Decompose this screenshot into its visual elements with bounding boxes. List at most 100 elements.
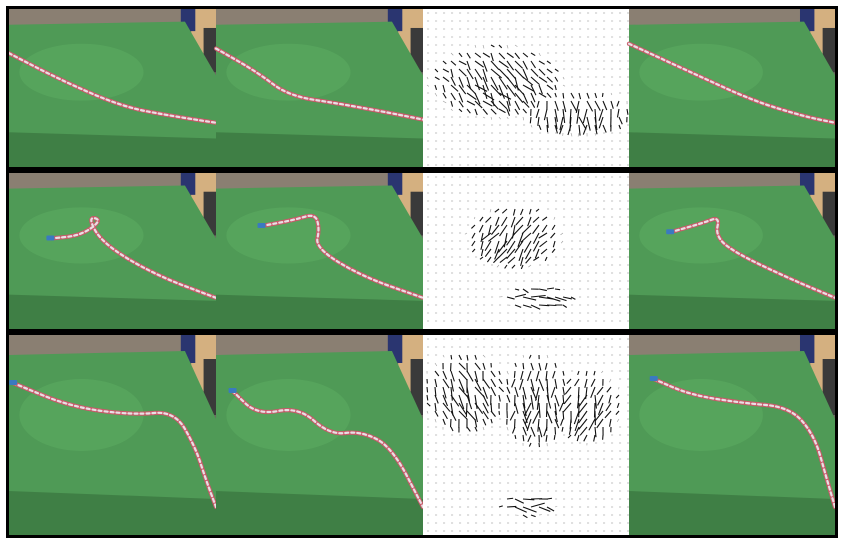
flow-vector — [534, 248, 540, 259]
flow-vector — [522, 362, 525, 370]
flow-vector — [490, 418, 493, 424]
rope-end-cap — [257, 223, 266, 229]
flow-vector — [482, 60, 488, 72]
flow-vector — [546, 68, 553, 74]
flow-vector — [530, 76, 540, 86]
flow-vector — [588, 418, 596, 431]
flow-vector — [554, 108, 559, 122]
rope-twist — [669, 217, 835, 299]
flow-vector — [578, 418, 588, 430]
table-front-shade — [216, 491, 423, 535]
flow-vector — [541, 216, 548, 221]
flow-vector — [486, 256, 492, 263]
flow-vector — [482, 116, 486, 119]
flow-vector — [506, 76, 517, 89]
flow-vector — [489, 208, 492, 213]
flow-vector — [605, 402, 612, 412]
flow-vector — [546, 304, 557, 307]
flow-vector — [537, 116, 540, 126]
flow-vector — [517, 232, 524, 247]
flow-vector — [498, 116, 501, 120]
flow-vector — [482, 354, 486, 358]
flow-vector — [510, 216, 516, 228]
flow-vector — [434, 386, 437, 397]
flow-vector — [554, 84, 557, 91]
flow-vector — [546, 394, 552, 409]
flow-vector — [538, 506, 551, 512]
flow-vector — [450, 378, 454, 392]
flow-vector — [574, 378, 580, 387]
flow-vector — [498, 92, 512, 100]
flow-vector — [434, 362, 438, 367]
flow-vector — [434, 402, 437, 412]
flow-vector — [506, 44, 509, 49]
flow-vector — [490, 68, 502, 79]
flow-vector — [530, 124, 533, 128]
flow-vector — [532, 232, 540, 244]
row-content — [9, 335, 835, 535]
flow-vector — [532, 224, 540, 235]
flow-vector — [538, 288, 547, 292]
scene-start — [9, 335, 219, 535]
flow-vector — [514, 68, 525, 79]
flow-vector — [522, 76, 534, 86]
flow-vector — [506, 296, 515, 300]
flow-vector — [554, 100, 559, 111]
rope-twist — [652, 377, 835, 509]
flow-vector — [562, 100, 567, 113]
flow-vector — [554, 92, 557, 98]
flow-vector — [442, 410, 448, 420]
flow-vector — [530, 514, 536, 518]
flow-vector — [490, 84, 502, 97]
flow-vector — [578, 124, 581, 136]
flow-vector — [578, 394, 588, 407]
flow-vector — [484, 240, 492, 252]
flow-vector — [497, 248, 508, 259]
flow-vector — [567, 434, 572, 439]
flow-vector — [498, 394, 501, 402]
flow-vector — [479, 256, 484, 260]
flow-vector — [522, 92, 529, 104]
flow-vector — [509, 410, 516, 421]
flow-vector — [538, 232, 548, 239]
table-highlight — [226, 43, 351, 101]
flow-vector — [578, 92, 582, 100]
flow-vector — [530, 304, 541, 310]
flow-vector — [527, 434, 532, 443]
flow-vector — [530, 84, 537, 96]
flow-vector — [602, 124, 607, 133]
flow-vector — [506, 370, 509, 375]
rope-twist — [12, 381, 218, 509]
flow-vector — [514, 498, 525, 504]
flow-vector — [594, 410, 604, 422]
flow-vector — [532, 216, 540, 223]
flow-vector — [471, 232, 476, 239]
flow-vector — [490, 76, 499, 91]
flow-vector — [590, 378, 596, 387]
flow-vector — [594, 116, 598, 131]
flow-vector — [491, 224, 500, 235]
flow-vector — [487, 224, 492, 236]
flow-vector — [520, 208, 524, 216]
flow-vector — [506, 386, 511, 394]
flow-vector — [506, 505, 517, 508]
rope-twist — [49, 216, 218, 299]
flow-vector — [554, 410, 558, 423]
flow-vector — [546, 124, 549, 133]
flow-vector — [482, 394, 489, 407]
flow-vector — [562, 378, 566, 386]
flow-vector — [506, 116, 509, 120]
flow-vector — [482, 76, 490, 91]
table-front-shade — [629, 132, 835, 167]
flow-vector — [538, 362, 542, 371]
table-front-shade — [9, 491, 216, 535]
flow-vector — [594, 92, 598, 99]
flow-vector — [615, 410, 620, 415]
flow-vector — [498, 60, 509, 69]
flow-vector — [551, 248, 556, 253]
flow-vector — [609, 418, 612, 427]
flow-vector — [536, 394, 540, 410]
flow-vector — [450, 84, 459, 92]
flow-vector — [554, 362, 557, 368]
rope-twist — [627, 42, 835, 124]
